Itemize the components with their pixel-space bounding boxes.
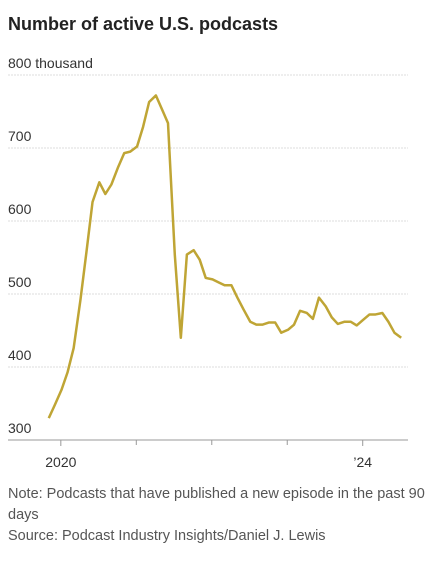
- y-tick-label: 500: [8, 274, 32, 290]
- chart: Number of active U.S. podcasts 300 400 500…: [8, 14, 408, 470]
- source: Source: Podcast Industry Insights/Daniel…: [8, 528, 326, 544]
- chart-title: Number of active U.S. podcasts: [8, 14, 278, 34]
- note: Note: Podcasts that have published a new…: [8, 486, 425, 523]
- x-tick-label: ’24: [353, 454, 372, 470]
- y-tick-label: 700: [8, 128, 32, 144]
- y-tick-label: 800 thousand: [8, 55, 93, 71]
- x-tick-label: 2020: [45, 454, 76, 470]
- y-tick-label: 400: [8, 347, 32, 363]
- line-series: [47, 94, 402, 419]
- notes: Note: Podcasts that have published a new…: [8, 484, 426, 547]
- y-tick-label: 600: [8, 201, 32, 217]
- y-tick-label: 300: [8, 420, 32, 436]
